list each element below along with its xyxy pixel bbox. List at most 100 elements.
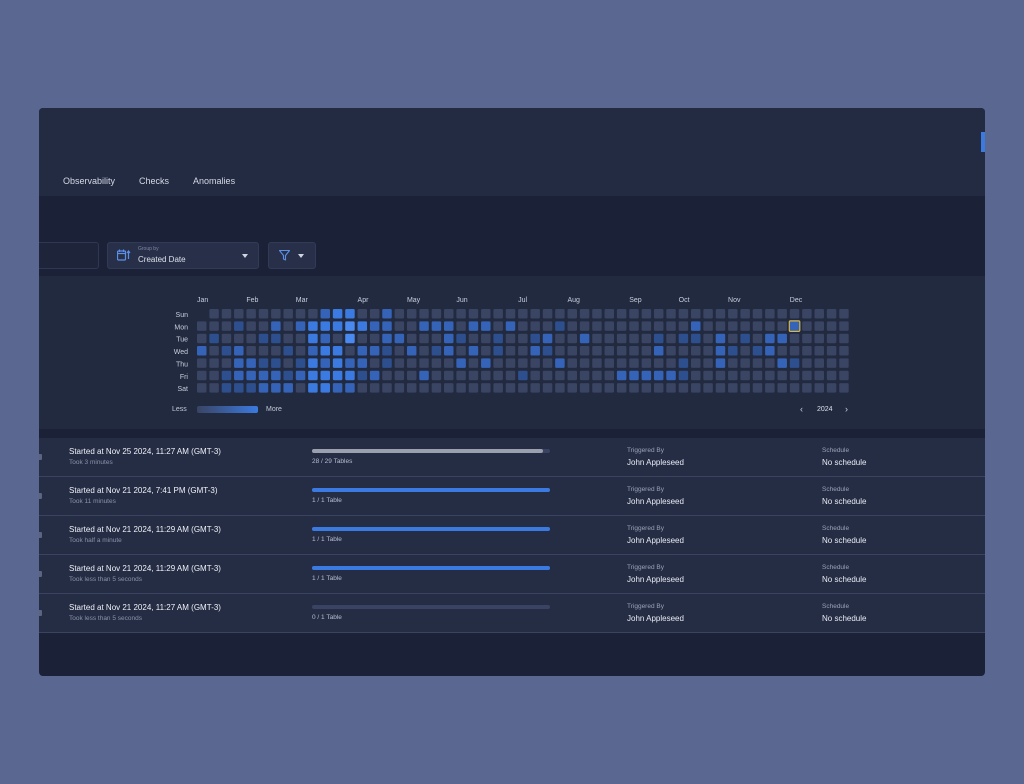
heatmap-cell[interactable] <box>715 309 726 319</box>
heatmap-cell[interactable] <box>493 346 503 356</box>
heatmap-cell[interactable] <box>283 370 293 381</box>
heatmap-cell[interactable] <box>234 309 244 319</box>
heatmap-cell[interactable] <box>308 333 318 344</box>
heatmap-cell[interactable] <box>777 358 787 368</box>
heatmap-cell[interactable] <box>258 370 269 381</box>
heatmap-cell[interactable] <box>616 370 627 381</box>
heatmap-cell[interactable] <box>345 370 355 381</box>
heatmap-cell[interactable] <box>271 321 281 331</box>
heatmap-cell[interactable] <box>641 346 652 356</box>
heatmap-cell[interactable] <box>357 383 368 393</box>
heatmap-cell[interactable] <box>518 333 528 344</box>
heatmap-cell[interactable] <box>592 358 602 368</box>
heatmap-cell[interactable] <box>468 346 479 356</box>
heatmap-cell[interactable] <box>382 370 392 381</box>
heatmap-cell[interactable] <box>765 333 775 344</box>
heatmap-cell[interactable] <box>431 370 442 381</box>
heatmap-cell[interactable] <box>444 333 454 344</box>
heatmap-cell[interactable] <box>481 383 491 393</box>
heatmap-cell[interactable] <box>394 370 405 381</box>
heatmap-cell[interactable] <box>728 358 738 368</box>
heatmap-cell[interactable] <box>567 333 578 344</box>
heatmap-cell[interactable] <box>740 383 750 393</box>
heatmap-cell[interactable] <box>839 321 849 331</box>
heatmap-cell[interactable] <box>505 346 516 356</box>
heatmap-cell[interactable] <box>789 333 800 344</box>
tab-anomalies[interactable]: Anomalies <box>193 176 236 186</box>
heatmap-cell[interactable] <box>616 383 627 393</box>
heatmap-cell[interactable] <box>604 309 615 319</box>
heatmap-cell[interactable] <box>653 383 664 393</box>
heatmap-cell[interactable] <box>320 309 331 319</box>
heatmap-cell[interactable] <box>468 370 479 381</box>
heatmap-cell[interactable] <box>258 383 269 393</box>
heatmap-cell[interactable] <box>221 383 232 393</box>
heatmap-cell[interactable] <box>444 370 454 381</box>
heatmap-cell[interactable] <box>197 383 207 393</box>
run-row[interactable]: Started at Nov 21 2024, 11:29 AM (GMT-3)… <box>39 516 985 555</box>
heatmap-cell[interactable] <box>505 309 516 319</box>
heatmap-cell[interactable] <box>481 309 491 319</box>
heatmap-cell[interactable] <box>616 346 627 356</box>
heatmap-cell[interactable] <box>221 358 232 368</box>
heatmap-cell[interactable] <box>616 309 627 319</box>
heatmap-cell[interactable] <box>283 333 293 344</box>
heatmap-cell[interactable] <box>802 333 812 344</box>
heatmap-cell[interactable] <box>505 333 516 344</box>
heatmap-cell[interactable] <box>209 358 219 368</box>
heatmap-cell[interactable] <box>555 383 565 393</box>
heatmap-cell[interactable] <box>542 333 553 344</box>
heatmap-cell[interactable] <box>629 370 639 381</box>
heatmap-cell[interactable] <box>839 309 849 319</box>
heatmap-cell[interactable] <box>789 309 800 319</box>
heatmap-cell[interactable] <box>678 383 689 393</box>
heatmap-cell[interactable] <box>419 358 429 368</box>
heatmap-cell[interactable] <box>518 358 528 368</box>
group-by-select[interactable]: Group by Created Date <box>107 242 259 269</box>
heatmap-cell[interactable] <box>197 346 207 356</box>
heatmap-cell[interactable] <box>777 333 787 344</box>
heatmap-cell[interactable] <box>332 321 343 331</box>
heatmap-cell[interactable] <box>653 321 664 331</box>
heatmap-cell[interactable] <box>826 346 837 356</box>
heatmap-cell[interactable] <box>641 383 652 393</box>
heatmap-cell[interactable] <box>629 358 639 368</box>
heatmap-cell[interactable] <box>839 370 849 381</box>
heatmap-cell[interactable] <box>271 309 281 319</box>
heatmap-cell[interactable] <box>271 383 281 393</box>
heatmap-cell[interactable] <box>678 370 689 381</box>
heatmap-cell[interactable] <box>555 370 565 381</box>
heatmap-cell[interactable] <box>406 383 417 393</box>
heatmap-cell[interactable] <box>406 370 417 381</box>
heatmap-cell[interactable] <box>357 309 368 319</box>
heatmap-cell[interactable] <box>456 370 466 381</box>
heatmap-cell[interactable] <box>406 333 417 344</box>
heatmap-cell[interactable] <box>320 333 331 344</box>
heatmap-cell[interactable] <box>271 370 281 381</box>
heatmap-cell[interactable] <box>209 383 219 393</box>
heatmap-cell[interactable] <box>530 383 540 393</box>
heatmap-cell[interactable] <box>777 370 787 381</box>
heatmap-cell[interactable] <box>530 321 540 331</box>
heatmap-cell[interactable] <box>394 358 405 368</box>
heatmap-cell[interactable] <box>567 346 578 356</box>
heatmap-cell[interactable] <box>444 321 454 331</box>
heatmap-cell[interactable] <box>197 321 207 331</box>
run-row[interactable]: Started at Nov 25 2024, 11:27 AM (GMT-3)… <box>39 438 985 477</box>
heatmap-cell[interactable] <box>752 370 763 381</box>
heatmap-cell[interactable] <box>567 370 578 381</box>
heatmap-cell[interactable] <box>258 346 269 356</box>
heatmap-cell[interactable] <box>246 370 256 381</box>
heatmap-cell[interactable] <box>234 370 244 381</box>
heatmap-cell[interactable] <box>653 333 664 344</box>
heatmap-cell[interactable] <box>653 346 664 356</box>
heatmap-cell[interactable] <box>258 333 269 344</box>
heatmap-cell[interactable] <box>419 309 429 319</box>
heatmap-cell[interactable] <box>357 346 368 356</box>
heatmap-cell[interactable] <box>518 383 528 393</box>
heatmap-cell[interactable] <box>666 321 676 331</box>
heatmap-cell[interactable] <box>332 309 343 319</box>
heatmap-cell[interactable] <box>431 383 442 393</box>
heatmap-cell[interactable] <box>542 383 553 393</box>
heatmap-cell[interactable] <box>209 346 219 356</box>
